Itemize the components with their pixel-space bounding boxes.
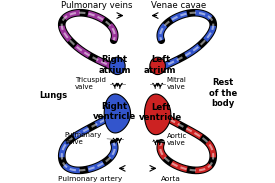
Text: Left
atrium: Left atrium <box>144 55 177 75</box>
Text: Pulmonary
valve: Pulmonary valve <box>64 132 111 145</box>
Text: Pulmonary veins: Pulmonary veins <box>60 1 132 10</box>
Text: Mitral
valve: Mitral valve <box>161 77 187 90</box>
Text: Right
atrium: Right atrium <box>98 55 131 75</box>
Ellipse shape <box>110 57 125 75</box>
Text: Aorta: Aorta <box>161 176 180 182</box>
Polygon shape <box>104 94 131 133</box>
Text: Venae cavae: Venae cavae <box>151 1 206 10</box>
Text: Aortic
valve: Aortic valve <box>161 133 187 147</box>
Polygon shape <box>144 94 171 135</box>
Text: Left
ventricle: Left ventricle <box>139 103 182 122</box>
Text: Lungs: Lungs <box>39 91 67 100</box>
Text: Tricuspid
valve: Tricuspid valve <box>75 77 114 90</box>
Ellipse shape <box>150 57 165 75</box>
Text: Pulmonary artery: Pulmonary artery <box>58 176 122 182</box>
Text: Right
ventricle: Right ventricle <box>93 102 136 121</box>
Text: Rest
of the
body: Rest of the body <box>209 79 237 108</box>
